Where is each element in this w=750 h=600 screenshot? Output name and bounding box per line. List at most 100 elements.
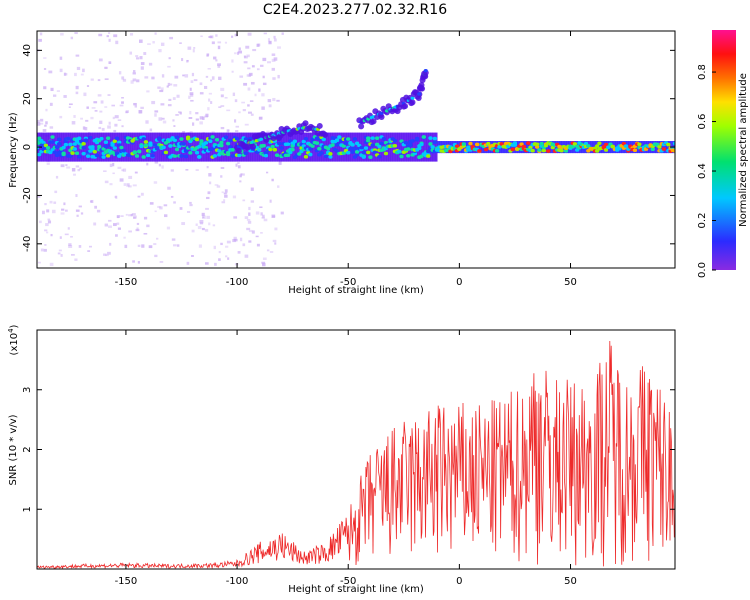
spectrogram-noise-cell (46, 163, 50, 165)
spectrogram-noise-cell (243, 61, 248, 64)
spectrogram-noise-cell (181, 222, 186, 226)
spectrogram-blob (526, 141, 531, 145)
spectrogram-noise-cell (266, 130, 270, 133)
spectrogram-noise-cell (223, 199, 226, 202)
spectrogram-noise-cell (251, 230, 255, 234)
spectrogram-noise-cell (46, 231, 49, 234)
spectrogram-noise-cell (162, 120, 167, 124)
spectrogram-noise-cell (200, 35, 203, 38)
spectrogram-blob (372, 150, 378, 155)
spectrogram-noise-cell (157, 86, 161, 89)
spectrogram-band-cell (94, 132, 98, 162)
spectrogram-noise-cell (119, 104, 124, 107)
spectrogram-noise-cell (221, 191, 224, 194)
spectrogram-noise-cell (244, 254, 249, 258)
spectrogram-blob (541, 148, 547, 153)
spectrogram-blob (350, 143, 355, 147)
spectrogram-blob (203, 145, 209, 150)
spectrogram-blob (277, 141, 282, 146)
spectrogram-noise-cell (202, 116, 205, 120)
spectrogram-noise-cell (231, 59, 234, 63)
spectrogram-noise-cell (260, 232, 263, 234)
spectrogram-noise-cell (206, 196, 210, 200)
spectrogram-blob (483, 147, 489, 152)
spectrogram-noise-cell (70, 36, 74, 40)
spectrogram-blob (326, 146, 331, 151)
spectrogram-blob (225, 141, 231, 146)
spectrogram-band-cell (108, 132, 111, 162)
spectrogram-blob (308, 152, 313, 157)
spectrogram-blob (486, 141, 491, 146)
spectrogram-band-cell (548, 141, 551, 154)
spectrogram-noise-cell (159, 261, 164, 263)
spectrogram-noise-cell (114, 195, 117, 199)
spectrogram-blob (603, 148, 609, 152)
spectrogram-noise-cell (240, 173, 243, 176)
spectrogram-blob (208, 139, 213, 144)
spectrogram-band-cell (130, 132, 133, 162)
spectrogram-blob (292, 139, 298, 144)
spectrogram-noise-cell (140, 66, 144, 70)
spectrogram-band-cell (666, 141, 669, 154)
spectrogram-blob (72, 142, 77, 146)
svg-text:(x104): (x104) (7, 324, 20, 355)
spectrogram-noise-cell (160, 103, 165, 106)
spectrogram-noise-cell (271, 58, 276, 62)
spectrogram-noise-cell (179, 42, 182, 44)
spectrogram-branch-cell (419, 85, 426, 92)
spectrogram-noise-cell (179, 207, 183, 210)
spectrogram-noise-cell (99, 120, 103, 124)
spectrogram-noise-cell (71, 168, 76, 172)
spectrogram-noise-cell (158, 163, 161, 167)
spectrogram-blob (366, 150, 371, 155)
spectrogram-noise-cell (213, 245, 216, 250)
spectrogram-noise-cell (237, 51, 240, 55)
spectrogram-blob (263, 153, 269, 158)
spectrogram-blob (234, 136, 240, 141)
spectrogram-branch-cell (235, 148, 242, 155)
spectrogram-noise-cell (262, 75, 265, 79)
spectrogram-blob (539, 141, 544, 146)
spectrogram-noise-cell (173, 201, 176, 204)
spectrogram-noise-cell (197, 225, 202, 230)
spectrogram-noise-cell (43, 248, 47, 252)
spectrogram-noise-cell (208, 92, 212, 95)
spectrogram-noise-cell (244, 216, 249, 220)
spectrogram-band-cell (479, 141, 482, 154)
spectrogram-noise-cell (189, 92, 194, 95)
spectrogram-noise-cell (159, 206, 163, 210)
spectrogram-blob (117, 140, 122, 145)
spectrogram-band-cell (294, 132, 298, 162)
spectrogram-blob (141, 155, 146, 159)
spectrogram-noise-cell (50, 233, 53, 237)
spectrogram-noise-cell (113, 129, 117, 133)
spectrogram-noise-cell (174, 75, 179, 79)
spectrogram-noise-cell (116, 222, 120, 225)
spectrogram-noise-cell (237, 251, 241, 254)
spectrogram-blob (119, 145, 124, 150)
spectrogram-noise-cell (156, 237, 159, 240)
spectrogram-noise-cell (49, 102, 53, 106)
spectrogram-noise-cell (199, 222, 204, 225)
spectrogram-noise-cell (215, 34, 218, 37)
spectrogram-band-cell (332, 132, 336, 162)
spectrogram-blob (297, 152, 302, 156)
spectrogram-noise-cell (39, 32, 43, 36)
spectrogram-noise-cell (231, 70, 234, 73)
spectrogram-noise-cell (51, 209, 56, 214)
spectrogram-noise-cell (104, 66, 108, 69)
spectrogram-blob (546, 149, 551, 153)
spectrogram-blob (543, 143, 549, 148)
spectrogram-noise-cell (190, 80, 194, 83)
spectrogram-noise-cell (80, 212, 84, 215)
spectrogram-noise-cell (140, 62, 145, 65)
spectrogram-blob (121, 148, 126, 153)
spectrogram-noise-cell (123, 183, 127, 186)
spectrogram-noise-cell (258, 88, 261, 92)
spectrogram-noise-cell (112, 116, 115, 120)
spectrogram-blob (499, 142, 504, 146)
spectrogram-noise-cell (60, 164, 65, 168)
spectrogram-noise-cell (207, 191, 211, 195)
spectrogram-noise-cell (66, 166, 71, 169)
